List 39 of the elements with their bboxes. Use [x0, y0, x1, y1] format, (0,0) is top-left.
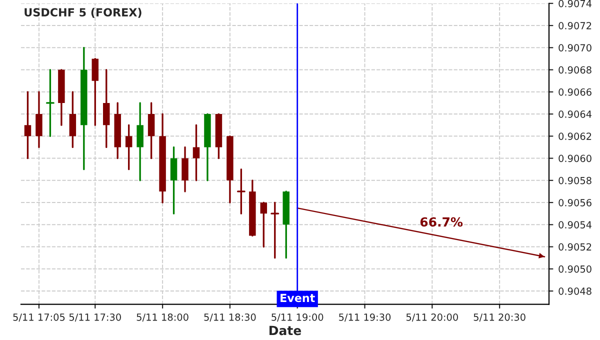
y-tick-label: 0.9054: [558, 221, 592, 228]
candlestick: [69, 91, 76, 148]
x-tick-label: 5/11 19:30: [339, 314, 391, 322]
y-tick-label: 0.9060: [558, 154, 592, 162]
candlestick: [125, 124, 132, 170]
y-tick-label: 0.9056: [558, 199, 592, 206]
y-tick-label: 0.9058: [558, 176, 592, 184]
candlestick: [36, 91, 42, 148]
y-tick-label: 0.9064: [558, 110, 592, 118]
y-tick-label: 0.9068: [558, 66, 592, 74]
y-tick-label: 0.9050: [558, 265, 592, 273]
y-tick-label: 0.9066: [558, 88, 592, 96]
y-tick-label: 0.9072: [558, 22, 592, 30]
candlestick: [170, 146, 178, 214]
y-tick-label: 0.9062: [558, 132, 592, 140]
candlestick: [103, 68, 110, 148]
x-tick-label: 5/11 20:00: [406, 314, 458, 322]
candlestick: [46, 68, 54, 137]
candlestick: [136, 102, 144, 182]
chart-title: USDCHF 5 (FOREX): [24, 8, 142, 18]
y-tick-label: 0.9070: [558, 44, 592, 52]
x-tick-label: 5/11 18:00: [136, 314, 188, 322]
x-axis-title: Date: [270, 326, 302, 336]
candlestick: [260, 202, 268, 248]
candlestick: [92, 58, 99, 126]
annotation: 66.7%: [420, 217, 463, 227]
x-tick-label: 5/11 17:05: [13, 314, 65, 322]
candlestick: [24, 91, 32, 160]
ref-line-label: Event: [280, 294, 315, 302]
y-tick-label: 0.9052: [558, 243, 592, 251]
x-tick-label: 5/11 18:30: [204, 314, 256, 322]
candlestick: [182, 146, 188, 192]
candlestick: [192, 124, 200, 182]
y-tick-label: 0.9074: [558, 0, 592, 8]
x-tick-label: 5/11 19:00: [272, 314, 324, 322]
x-tick-label: 5/11 20:30: [474, 314, 526, 322]
y-tick-label: 0.9048: [558, 288, 592, 295]
candlestick: [148, 102, 155, 160]
x-tick-label: 5/11 17:30: [69, 314, 121, 322]
